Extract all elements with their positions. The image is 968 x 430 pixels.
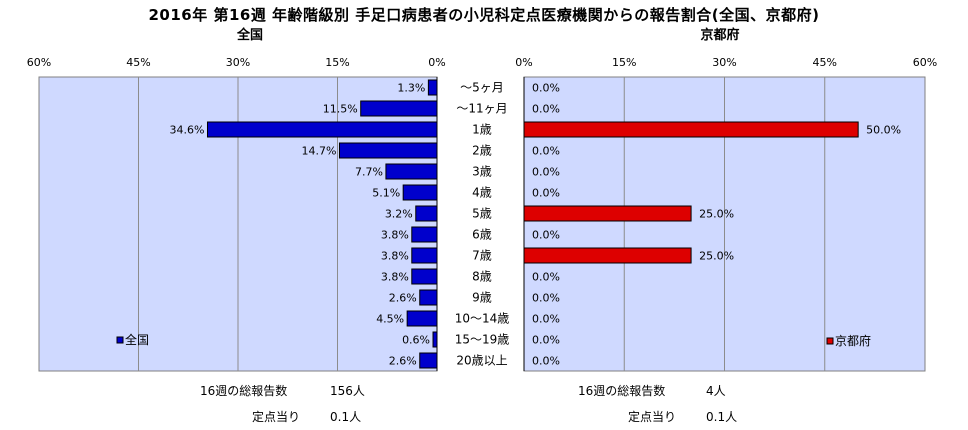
category-label: 9歳 [472, 291, 492, 305]
left-per-label: 定点当り [252, 410, 301, 424]
right-chart-subtitle: 京都府 [700, 28, 740, 43]
right-x-tick-label: 45% [813, 56, 837, 69]
right-data-label: 0.0% [532, 187, 560, 200]
left-total-value: 156人 [330, 384, 365, 398]
category-label: 4歳 [472, 186, 492, 200]
left-total-label: 16週の総報告数 [200, 384, 288, 398]
left-bar [411, 226, 438, 243]
category-label: 7歳 [472, 249, 492, 263]
right-data-label: 0.0% [532, 103, 560, 116]
right-data-label: 25.0% [699, 250, 734, 263]
left-data-label: 3.2% [385, 208, 413, 221]
left-x-tick-label: 30% [226, 56, 250, 69]
right-bar [523, 121, 859, 138]
left-bar [415, 205, 438, 222]
category-label: ～5ヶ月 [460, 81, 504, 95]
right-data-label: 0.0% [532, 82, 560, 95]
right-total-label: 16週の総報告数 [578, 384, 666, 398]
left-data-label: 14.7% [302, 145, 337, 158]
right-data-label: 25.0% [699, 208, 734, 221]
left-data-label: 1.3% [397, 82, 425, 95]
left-legend-swatch [116, 336, 124, 344]
category-label: 2歳 [472, 144, 492, 158]
right-data-label: 0.0% [532, 355, 560, 368]
category-label: 1歳 [472, 123, 492, 137]
right-data-label: 0.0% [532, 292, 560, 305]
right-data-label: 0.0% [532, 145, 560, 158]
category-label: 15～19歳 [455, 333, 510, 347]
right-x-tick-label: 15% [612, 56, 636, 69]
category-label: 3歳 [472, 165, 492, 179]
left-data-label: 2.6% [389, 292, 417, 305]
left-bar [385, 163, 438, 180]
left-bar [406, 310, 438, 327]
right-x-tick-label: 0% [515, 56, 532, 69]
left-bar [419, 352, 438, 369]
left-data-label: 3.8% [381, 250, 409, 263]
left-data-label: 11.5% [323, 103, 358, 116]
category-label: 8歳 [472, 270, 492, 284]
left-bar [402, 184, 438, 201]
category-label: 10～14歳 [455, 312, 510, 326]
category-label: 5歳 [472, 207, 492, 221]
left-x-tick-label: 60% [27, 56, 51, 69]
left-data-label: 7.7% [355, 166, 383, 179]
right-per-label: 定点当り [628, 410, 677, 424]
right-data-label: 0.0% [532, 229, 560, 242]
right-data-label: 0.0% [532, 313, 560, 326]
left-per-value: 0.1人 [330, 410, 362, 424]
left-bar [360, 100, 438, 117]
right-bar [523, 205, 692, 222]
left-bar [419, 289, 438, 306]
left-data-label: 3.8% [381, 229, 409, 242]
left-data-label: 34.6% [170, 124, 205, 137]
right-legend-swatch [826, 337, 834, 345]
right-legend-label: 京都府 [835, 333, 871, 348]
right-data-label: 0.0% [532, 166, 560, 179]
left-legend-label: 全国 [125, 332, 149, 347]
left-x-tick-label: 0% [428, 56, 445, 69]
right-x-tick-label: 30% [712, 56, 736, 69]
left-bar [432, 331, 438, 348]
left-data-label: 3.8% [381, 271, 409, 284]
left-bar [338, 142, 438, 159]
left-x-tick-label: 45% [126, 56, 150, 69]
left-data-label: 2.6% [389, 355, 417, 368]
category-label: 20歳以上 [456, 354, 507, 368]
left-bar [206, 121, 438, 138]
right-bar [523, 247, 692, 264]
right-total-value: 4人 [706, 384, 726, 398]
left-data-label: 0.6% [402, 334, 430, 347]
category-label: 6歳 [472, 228, 492, 242]
left-bar [411, 268, 438, 285]
left-x-tick-label: 15% [325, 56, 349, 69]
left-data-label: 5.1% [372, 187, 400, 200]
right-data-label: 50.0% [866, 124, 901, 137]
right-x-tick-label: 60% [913, 56, 937, 69]
category-label: ～11ヶ月 [456, 102, 507, 116]
chart-title: 2016年 第16週 年齢階級別 手足口病患者の小児科定点医療機関からの報告割合… [148, 6, 820, 24]
right-data-label: 0.0% [532, 334, 560, 347]
right-data-label: 0.0% [532, 271, 560, 284]
left-data-label: 4.5% [376, 313, 404, 326]
left-chart-subtitle: 全国 [236, 28, 263, 43]
left-bar [427, 79, 438, 96]
left-bar [411, 247, 438, 264]
right-per-value: 0.1人 [706, 410, 738, 424]
